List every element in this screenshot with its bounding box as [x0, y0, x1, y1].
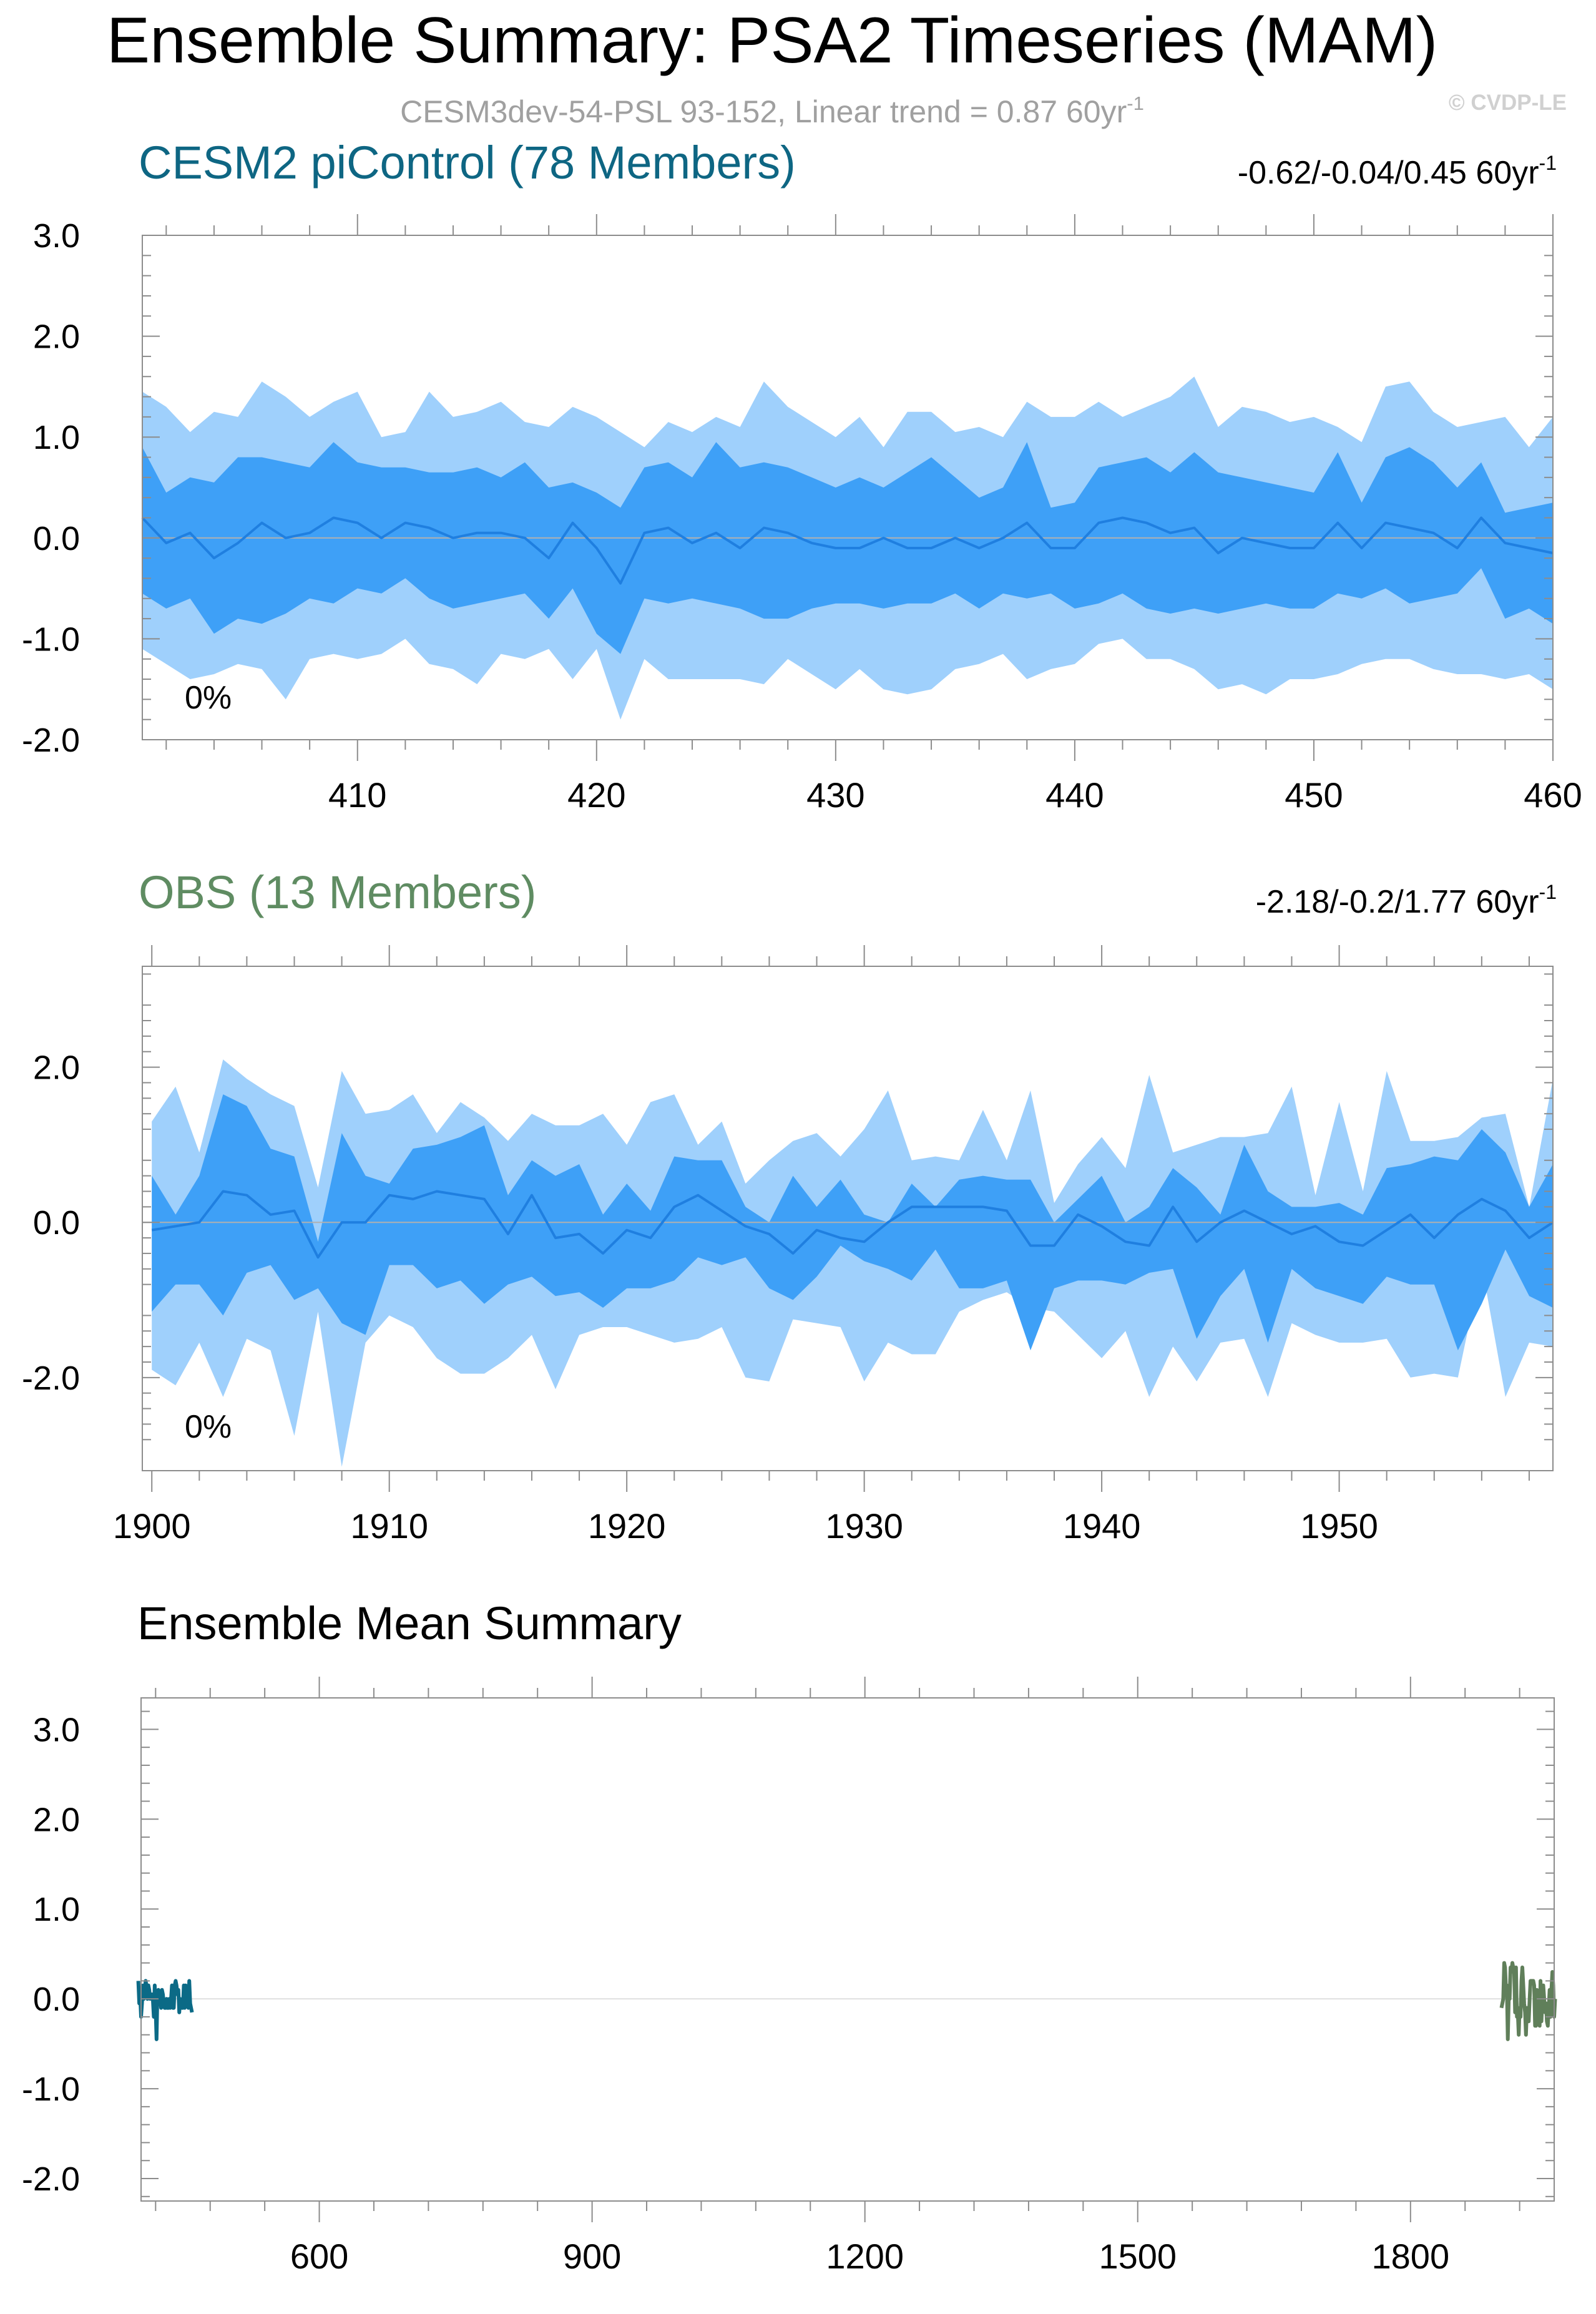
panel-obs-ensemble-mean-line	[151, 1190, 1554, 1259]
panel-obs-ytick-label: 0.0	[33, 1204, 80, 1242]
panel-obs-xtick-label: 1920	[588, 1506, 666, 1546]
panel-summary-frame	[140, 1697, 1555, 2202]
panel-obs: OBS (13 Members) -2.18/-0.2/1.77 60yr-1 …	[22, 866, 1557, 1546]
panel-summary-ytick-label: 1.0	[33, 1891, 80, 1928]
panel-cesm-xtick-label: 460	[1524, 775, 1582, 815]
panel-cesm-title: CESM2 piControl (78 Members)	[139, 137, 796, 189]
panel-obs-band-10-90	[152, 1059, 1554, 1467]
panel-obs-trend-text: -2.18/-0.2/1.77 60yr	[1256, 884, 1539, 920]
panel-obs-xtick-label: 1930	[825, 1506, 903, 1546]
panel-cesm-plot: -2.0 -1.0 0.0 1.0 2.0 3.0 410 420 430 440 450 460	[22, 214, 1582, 815]
panel-cesm-trend-text: -0.62/-0.04/0.45 60yr	[1238, 155, 1539, 191]
panel-cesm-ytick-label: 3.0	[33, 217, 80, 255]
panel-cesm-xtick-label: 410	[328, 775, 386, 815]
panel-summary-series-cesm	[136, 1979, 194, 2041]
panel-summary-xtick-label: 1800	[1372, 2237, 1450, 2276]
watermark: © CVDP-LE	[1449, 91, 1567, 115]
panel-obs-xtick-label: 1950	[1300, 1506, 1378, 1546]
panel-obs-ytick-label: -2.0	[22, 1360, 80, 1397]
panel-cesm-frame	[142, 235, 1554, 740]
panel-summary-title: Ensemble Mean Summary	[137, 1597, 682, 1649]
panel-cesm-ytick-label: -2.0	[22, 722, 80, 759]
panel-obs-xtick-label: 1900	[113, 1506, 191, 1546]
figure-title: Ensemble Summary: PSA2 Timeseries (MAM)	[107, 4, 1438, 77]
panel-cesm-trend-sup: -1	[1539, 152, 1557, 174]
panel-obs-ytick-label: 2.0	[33, 1049, 80, 1087]
panel-summary-ytick-label: -2.0	[22, 2160, 80, 2198]
panel-cesm-ytick-label: 0.0	[33, 520, 80, 557]
panel-summary-ytick-label: -1.0	[22, 2071, 80, 2108]
panel-summary-xtick-label: 900	[563, 2237, 621, 2276]
panel-cesm-xtick-label: 430	[806, 775, 864, 815]
figure-subtitle-text: CESM3dev-54-PSL 93-152, Linear trend = 0…	[400, 94, 1127, 129]
panel-obs-trend: -2.18/-0.2/1.77 60yr-1	[1256, 881, 1557, 920]
panel-summary-plot: -2.0 -1.0 0.0 1.0 2.0 3.0 600 900 1200 1500 1800	[22, 1677, 1557, 2276]
panel-cesm-xtick-label: 450	[1285, 775, 1343, 815]
panel-cesm-ytick-label: 1.0	[33, 419, 80, 456]
panel-obs-title: OBS (13 Members)	[139, 866, 536, 918]
panel-summary-series-obs	[1499, 1961, 1557, 2041]
panel-cesm-ytick-label: 2.0	[33, 318, 80, 356]
panel-summary-xtick-label: 1200	[826, 2237, 904, 2276]
panel-summary-ytick-label: 2.0	[33, 1801, 80, 1838]
panel-obs-frame	[142, 966, 1554, 1471]
panel-obs-trend-sup: -1	[1539, 881, 1557, 903]
panel-summary-xtick-label: 600	[290, 2237, 348, 2276]
panel-summary-xtick-label: 1500	[1099, 2237, 1177, 2276]
panel-obs-plot: -2.0 0.0 2.0 1900 1910 1920 1930 1940 1950	[22, 945, 1554, 1546]
figure-subtitle-sup: -1	[1127, 92, 1144, 114]
panel-cesm-xtick-label: 420	[567, 775, 625, 815]
panel-cesm-xtick-label: 440	[1045, 775, 1104, 815]
figure-subtitle: CESM3dev-54-PSL 93-152, Linear trend = 0…	[400, 92, 1144, 129]
panel-cesm-trend: -0.62/-0.04/0.45 60yr-1	[1238, 152, 1557, 191]
panel-summary-ytick-label: 3.0	[33, 1711, 80, 1748]
panel-ensemble-mean-summary: Ensemble Mean Summary -2.0 -1.0 0.0 1.0 2.0 3…	[22, 1597, 1557, 2276]
panel-cesm-ytick-label: -1.0	[22, 620, 80, 658]
panel-obs-xtick-label: 1910	[350, 1506, 428, 1546]
panel-obs-percent: 0%	[185, 1409, 232, 1445]
panel-cesm-percent: 0%	[185, 680, 232, 716]
panel-cesm-picontrol: CESM2 piControl (78 Members) -0.62/-0.04…	[22, 137, 1582, 815]
panel-summary-ytick-label: 0.0	[33, 1981, 80, 2018]
panel-obs-xtick-label: 1940	[1063, 1506, 1141, 1546]
panel-cesm-ensemble-mean-line	[141, 516, 1554, 585]
